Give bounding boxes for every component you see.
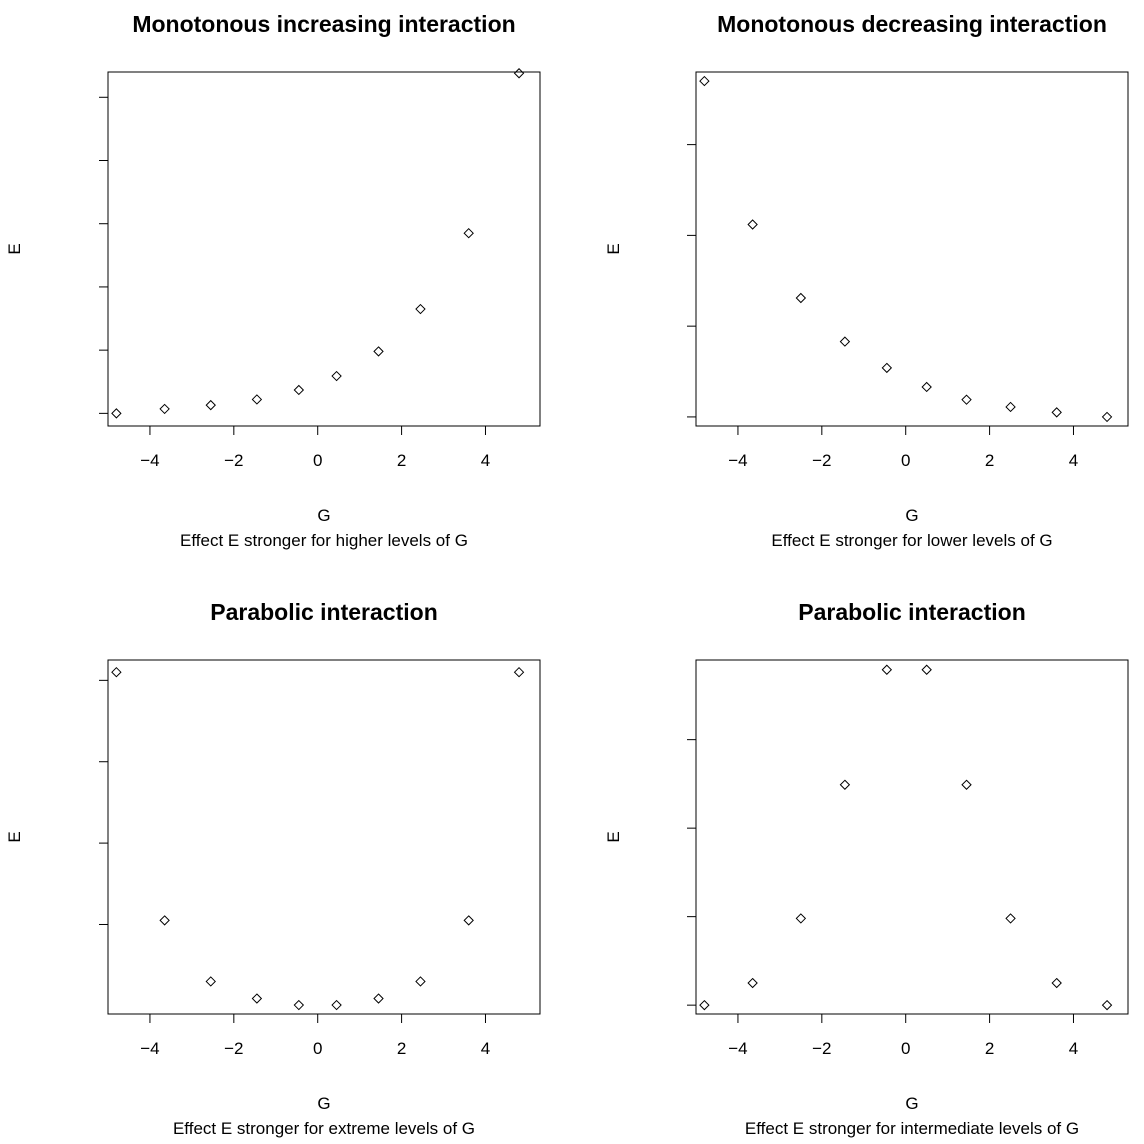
plot-title: Monotonous increasing interaction <box>132 11 515 37</box>
x-tick-label: 2 <box>397 451 406 470</box>
x-tick-label: 0 <box>901 451 910 470</box>
data-point <box>513 666 525 678</box>
x-tick-label: 0 <box>313 1039 322 1058</box>
data-point <box>1051 407 1062 418</box>
plot-subtitle: Effect E stronger for lower levels of G <box>771 531 1052 550</box>
data-point <box>881 362 893 374</box>
data-point <box>1101 411 1113 423</box>
data-point <box>921 664 932 675</box>
data-point <box>111 408 122 419</box>
data-point <box>415 976 426 987</box>
data-point <box>513 68 525 79</box>
data-point <box>839 336 851 347</box>
plot-subtitle: Effect E stronger for intermediate level… <box>745 1119 1079 1138</box>
y-axis-label: E <box>5 243 24 254</box>
data-point <box>795 913 807 924</box>
x-axis-label: G <box>317 506 330 525</box>
x-axis-label: G <box>905 506 918 525</box>
x-tick-label: −2 <box>224 451 243 470</box>
data-point <box>373 346 384 357</box>
data-point <box>463 227 474 239</box>
x-tick-label: 0 <box>313 451 322 470</box>
x-tick-label: 4 <box>481 1039 490 1058</box>
plot-frame <box>107 659 541 1015</box>
x-tick-label: 4 <box>1069 451 1078 470</box>
x-tick-label: −2 <box>224 1039 243 1058</box>
x-tick-label: 2 <box>985 1039 994 1058</box>
data-point <box>1101 999 1113 1011</box>
data-point <box>839 779 851 790</box>
data-point <box>205 399 216 411</box>
data-point <box>205 976 216 987</box>
data-point <box>463 915 474 926</box>
plot-panel-1: Monotonous increasing interaction −4 −2 0 2 4… <box>5 11 541 550</box>
y-axis-label: E <box>604 243 623 254</box>
data-point <box>251 394 263 405</box>
data-point <box>1051 977 1062 989</box>
data-point <box>373 993 384 1004</box>
data-point <box>961 394 972 405</box>
data-point <box>159 915 170 926</box>
x-tick-label: 2 <box>397 1039 406 1058</box>
data-point <box>293 999 305 1011</box>
data-point <box>881 664 893 675</box>
data-point <box>747 977 758 989</box>
plot-panel-3: Parabolic interaction −4 −2 0 2 4 G Effect E st… <box>5 599 541 1138</box>
x-tick-label: 4 <box>1069 1039 1078 1058</box>
plot-frame <box>695 659 1129 1015</box>
y-axis-label: E <box>5 831 24 842</box>
data-point <box>1005 401 1016 413</box>
plot-panel-4: Parabolic interaction −4 −2 0 2 4 G Effect E st… <box>604 599 1129 1138</box>
plot-frame <box>107 71 541 427</box>
plot-subtitle: Effect E stronger for higher levels of G <box>180 531 468 550</box>
data-point <box>331 370 342 382</box>
data-point <box>795 292 807 304</box>
data-point <box>961 779 972 790</box>
plot-panel-2: Monotonous decreasing interaction −4 −2 0 2 4… <box>604 11 1129 550</box>
x-tick-label: −2 <box>812 451 831 470</box>
data-point <box>293 384 305 396</box>
plot-frame <box>695 71 1129 427</box>
plot-title: Parabolic interaction <box>798 599 1026 625</box>
data-point <box>699 999 710 1011</box>
data-point <box>921 381 932 393</box>
data-point <box>747 219 758 230</box>
x-tick-label: 0 <box>901 1039 910 1058</box>
x-tick-label: 4 <box>481 451 490 470</box>
x-tick-label: −4 <box>140 1039 159 1058</box>
plot-title: Monotonous decreasing interaction <box>717 11 1107 37</box>
data-point <box>415 303 426 315</box>
data-point <box>111 666 122 678</box>
x-tick-label: −4 <box>140 451 159 470</box>
plot-subtitle: Effect E stronger for extreme levels of … <box>173 1119 475 1138</box>
x-axis-label: G <box>317 1094 330 1113</box>
data-point <box>1005 913 1016 924</box>
x-tick-label: 2 <box>985 451 994 470</box>
x-axis-label: G <box>905 1094 918 1113</box>
data-point <box>251 993 263 1004</box>
data-point <box>699 75 710 87</box>
x-tick-label: −2 <box>812 1039 831 1058</box>
plot-title: Parabolic interaction <box>210 599 438 625</box>
y-axis-label: E <box>604 831 623 842</box>
data-point <box>159 403 170 415</box>
x-tick-label: −4 <box>728 451 747 470</box>
x-tick-label: −4 <box>728 1039 747 1058</box>
data-point <box>331 999 342 1011</box>
